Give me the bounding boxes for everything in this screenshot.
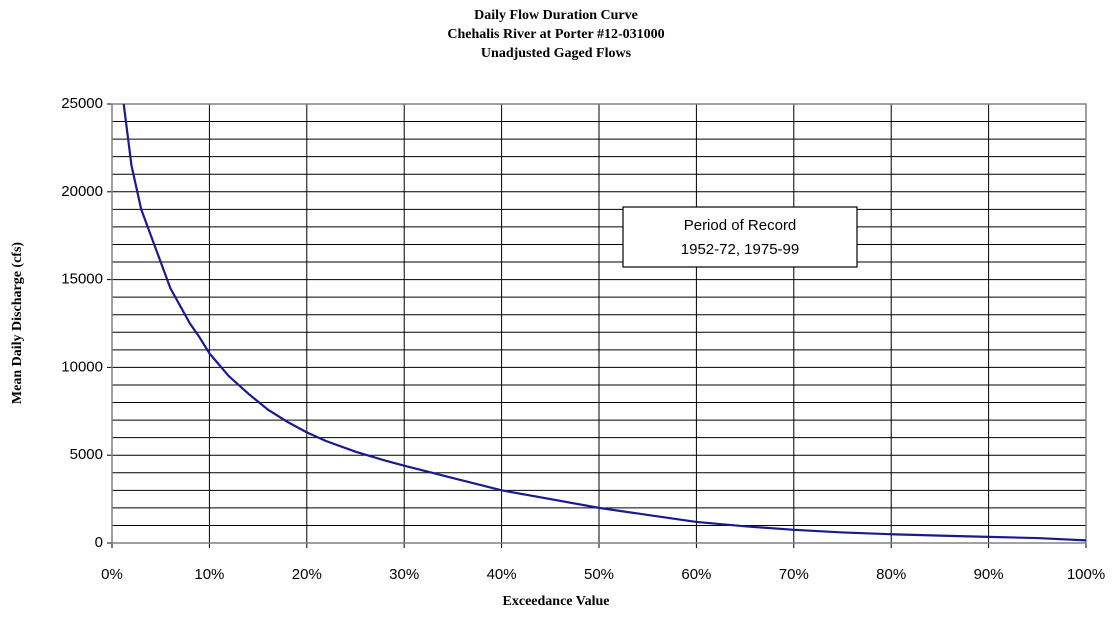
y-tick-label: 0 <box>95 534 103 551</box>
x-tick-label: 30% <box>389 566 419 583</box>
x-tick-label: 80% <box>876 566 906 583</box>
x-tick-label: 50% <box>584 566 614 583</box>
plot-border <box>111 103 1087 544</box>
x-tick-label: 90% <box>974 566 1004 583</box>
y-tick-label: 25000 <box>61 95 103 112</box>
chart-title: Unadjusted Gaged Flows <box>481 46 632 61</box>
annotation-text: 1952-72, 1975-99 <box>681 241 799 258</box>
annotation-text: Period of Record <box>684 217 797 234</box>
x-axis-label: Exceedance Value <box>503 594 610 609</box>
x-tick-label: 70% <box>779 566 809 583</box>
x-tick-label: 100% <box>1067 566 1105 583</box>
y-tick-label: 10000 <box>61 358 103 375</box>
chart-title: Daily Flow Duration Curve <box>474 8 638 23</box>
x-tick-label: 10% <box>194 566 224 583</box>
y-tick-label: 20000 <box>61 183 103 200</box>
chart-title: Chehalis River at Porter #12-031000 <box>447 27 664 42</box>
x-tick-label: 0% <box>101 566 123 583</box>
x-tick-label: 40% <box>487 566 517 583</box>
y-tick-label: 5000 <box>70 446 103 463</box>
annotation-box <box>622 206 858 268</box>
flow-line <box>122 103 1087 542</box>
y-axis-label: Mean Daily Discharge (cfs) <box>10 242 25 404</box>
y-tick-label: 15000 <box>61 271 103 288</box>
x-tick-label: 20% <box>292 566 322 583</box>
x-tick-label: 60% <box>681 566 711 583</box>
